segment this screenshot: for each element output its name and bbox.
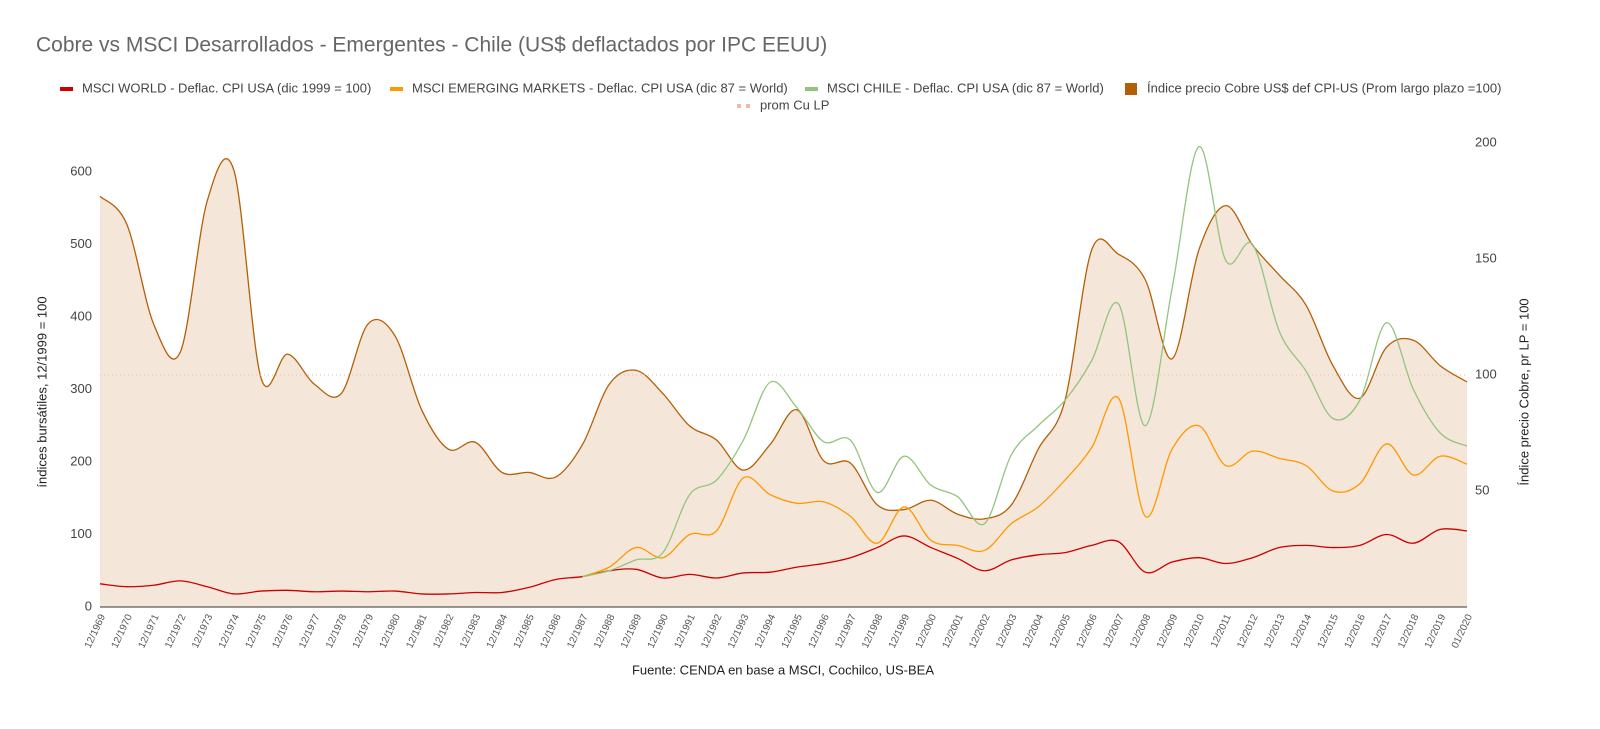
y-tick-label: 400 bbox=[70, 308, 92, 323]
x-tick-label: 12/1977 bbox=[297, 612, 322, 650]
x-tick-label: 12/2013 bbox=[1262, 612, 1287, 650]
y-tick-label: 0 bbox=[85, 598, 92, 613]
x-tick-label: 12/1998 bbox=[860, 612, 885, 650]
x-tick-label: 12/1997 bbox=[833, 612, 858, 650]
legend-swatch bbox=[805, 87, 818, 91]
line bbox=[582, 145, 1468, 578]
x-tick-label: 12/2004 bbox=[1021, 612, 1046, 650]
line bbox=[99, 528, 1468, 595]
y2-tick-label: 50 bbox=[1475, 482, 1489, 497]
x-tick-label: 12/1991 bbox=[673, 612, 698, 650]
x-tick-label: 12/2009 bbox=[1155, 612, 1180, 650]
y-axis-label: índices bursátiles, 12/1999 = 100 bbox=[34, 296, 49, 487]
x-tick-label: 12/1975 bbox=[244, 612, 269, 650]
x-tick-label: 12/2016 bbox=[1343, 612, 1368, 650]
line bbox=[99, 158, 1468, 520]
legend-label: MSCI EMERGING MARKETS - Deflac. CPI USA … bbox=[412, 80, 788, 95]
x-tick-label: 12/2010 bbox=[1182, 612, 1207, 650]
x-tick-label: 12/1984 bbox=[485, 612, 510, 650]
x-tick-label: 12/2003 bbox=[994, 612, 1019, 650]
legend-swatch bbox=[1125, 83, 1137, 95]
x-tick-label: 12/1983 bbox=[458, 612, 483, 650]
legend-label: prom Cu LP bbox=[760, 97, 829, 112]
x-tick-label: 01/2020 bbox=[1450, 612, 1475, 650]
y2-axis-label: Índice precio Cobre, pr LP = 100 bbox=[1516, 298, 1531, 485]
legend-swatch bbox=[60, 87, 73, 91]
x-tick-label: 12/2015 bbox=[1316, 612, 1341, 650]
x-tick-label: 12/1971 bbox=[136, 612, 161, 650]
y-tick-label: 500 bbox=[70, 236, 92, 251]
x-tick-label: 12/1970 bbox=[110, 612, 135, 650]
x-tick-label: 12/1972 bbox=[163, 612, 188, 650]
x-tick-label: 12/2007 bbox=[1101, 612, 1126, 650]
legend-label: MSCI CHILE - Deflac. CPI USA (dic 87 = W… bbox=[827, 80, 1104, 95]
x-tick-label: 12/2014 bbox=[1289, 612, 1314, 650]
x-tick-label: 12/1978 bbox=[324, 612, 349, 650]
x-tick-label: 12/1994 bbox=[753, 612, 778, 650]
y2-tick-label: 100 bbox=[1475, 366, 1497, 381]
x-tick-label: 12/1974 bbox=[217, 612, 242, 650]
legend-label: Índice precio Cobre US$ def CPI-US (Prom… bbox=[1147, 80, 1501, 95]
x-tick-label: 12/1982 bbox=[431, 612, 456, 650]
y-tick-label: 100 bbox=[70, 526, 92, 541]
y2-tick-label: 150 bbox=[1475, 250, 1497, 265]
x-tick-label: 12/2002 bbox=[967, 612, 992, 650]
y-tick-label: 600 bbox=[70, 163, 92, 178]
x-tick-label: 12/1985 bbox=[512, 612, 537, 650]
x-tick-label: 12/1979 bbox=[351, 612, 376, 650]
x-tick-label: 12/2011 bbox=[1209, 612, 1234, 649]
x-tick-label: 12/2018 bbox=[1396, 612, 1421, 650]
x-tick-label: 12/1999 bbox=[887, 612, 912, 650]
x-tick-label: 12/2017 bbox=[1369, 612, 1394, 650]
x-tick-label: 12/1988 bbox=[592, 612, 617, 650]
x-tick-label: 12/1992 bbox=[699, 612, 724, 650]
x-tick-label: 12/2000 bbox=[914, 612, 939, 650]
legend-swatch bbox=[390, 87, 403, 91]
line bbox=[582, 395, 1468, 578]
x-tick-label: 12/1989 bbox=[619, 612, 644, 650]
x-tick-label: 12/1986 bbox=[539, 612, 564, 650]
legend-label: MSCI WORLD - Deflac. CPI USA (dic 1999 =… bbox=[82, 80, 371, 95]
legend-swatch bbox=[746, 104, 750, 108]
x-tick-label: 12/1993 bbox=[726, 612, 751, 650]
x-tick-label: 12/1987 bbox=[565, 612, 590, 650]
x-tick-label: 12/1973 bbox=[190, 612, 215, 650]
x-tick-label: 12/2012 bbox=[1235, 612, 1260, 650]
y2-tick-label: 200 bbox=[1475, 134, 1497, 149]
chart-title: Cobre vs MSCI Desarrollados - Emergentes… bbox=[36, 34, 827, 57]
x-tick-label: 12/2001 bbox=[941, 612, 966, 650]
y-tick-label: 300 bbox=[70, 381, 92, 396]
x-tick-label: 12/1980 bbox=[378, 612, 403, 650]
x-tick-label: 12/2006 bbox=[1075, 612, 1100, 650]
x-tick-label: 12/1976 bbox=[270, 612, 295, 650]
x-tick-label: 12/2005 bbox=[1048, 612, 1073, 650]
y-tick-label: 200 bbox=[70, 453, 92, 468]
x-tick-label: 12/1995 bbox=[780, 612, 805, 650]
x-tick-label: 12/2019 bbox=[1423, 612, 1448, 650]
x-tick-label: 12/1990 bbox=[646, 612, 671, 650]
area bbox=[100, 158, 1467, 607]
x-tick-label: 12/1996 bbox=[807, 612, 832, 650]
x-tick-label: 12/1969 bbox=[83, 612, 108, 650]
source-note: Fuente: CENDA en base a MSCI, Cochilco, … bbox=[632, 662, 934, 677]
x-tick-label: 12/2008 bbox=[1128, 612, 1153, 650]
x-tick-label: 12/1981 bbox=[405, 612, 430, 650]
legend-swatch bbox=[737, 104, 741, 108]
